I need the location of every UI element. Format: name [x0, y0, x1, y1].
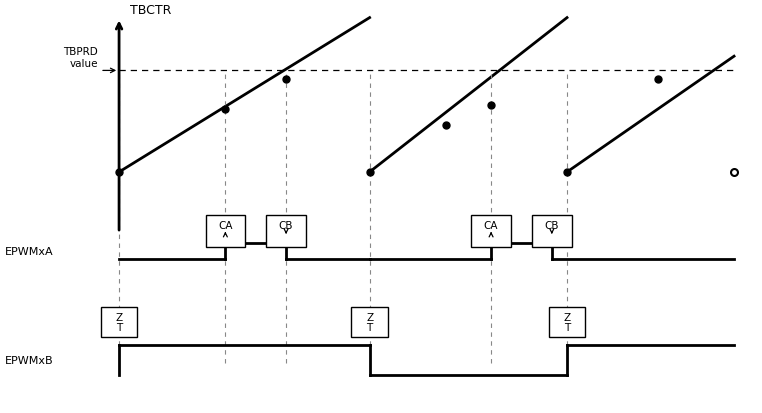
- FancyBboxPatch shape: [206, 215, 245, 247]
- FancyBboxPatch shape: [549, 307, 585, 338]
- Text: T: T: [116, 322, 122, 332]
- Text: Z: Z: [116, 313, 123, 323]
- Text: CA: CA: [484, 220, 498, 230]
- Text: Z: Z: [366, 313, 373, 323]
- Text: Z: Z: [563, 313, 571, 323]
- FancyBboxPatch shape: [351, 307, 388, 338]
- Text: EPWMxB: EPWMxB: [5, 355, 54, 365]
- FancyBboxPatch shape: [101, 307, 137, 338]
- Text: EPWMxA: EPWMxA: [5, 247, 54, 256]
- FancyBboxPatch shape: [472, 215, 511, 247]
- FancyBboxPatch shape: [532, 215, 572, 247]
- Text: TBCTR: TBCTR: [130, 4, 172, 17]
- Text: CB: CB: [279, 220, 293, 230]
- Text: TBPRD
value: TBPRD value: [63, 47, 98, 69]
- Text: T: T: [367, 322, 373, 332]
- Text: CB: CB: [545, 220, 559, 230]
- FancyBboxPatch shape: [267, 215, 306, 247]
- Text: T: T: [564, 322, 570, 332]
- Text: CA: CA: [218, 220, 232, 230]
